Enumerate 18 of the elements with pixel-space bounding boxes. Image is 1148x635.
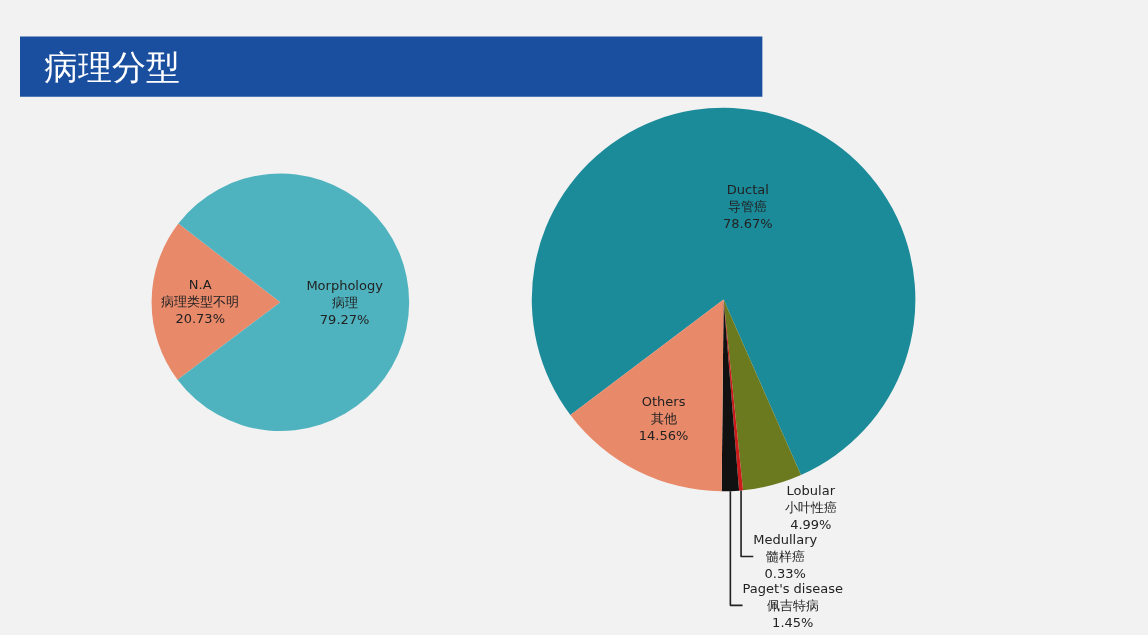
data-label: 20.73% [175, 311, 225, 327]
data-label: 78.67% [722, 216, 773, 232]
pie-slice [151, 223, 281, 380]
pie-slice [531, 108, 916, 475]
slice-label: Paget's disease 佩吉特病 [742, 580, 843, 613]
data-label: 1.45% [772, 614, 814, 630]
pie-slice [570, 299, 724, 492]
data-label: 4.99% [790, 517, 832, 533]
data-label: 14.56% [638, 427, 689, 443]
slice-label: Medullary 髓样癌 [753, 532, 818, 565]
slice-label: Morphology 病理 [306, 278, 384, 311]
slice-label: Lobular 小叶性癌 [784, 483, 837, 516]
slice-label: Others 其他 [641, 393, 686, 426]
data-label: 0.33% [764, 565, 806, 581]
data-label: 79.27% [319, 311, 370, 327]
chart-title: 病理分型 [44, 47, 180, 87]
slice-label: N.A 病理类型不明 [161, 277, 240, 310]
slice-label: Ductal 导管癌 [726, 182, 769, 215]
